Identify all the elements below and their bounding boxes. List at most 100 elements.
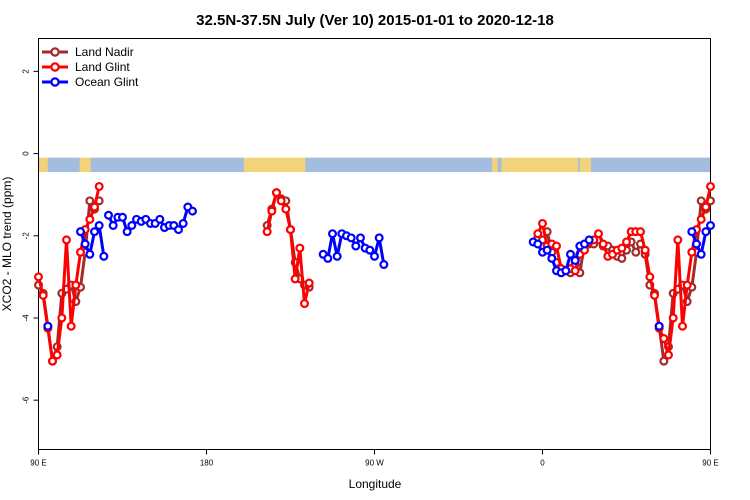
data-point-ocean-glint: [80, 239, 90, 249]
data-point-ocean-glint: [370, 251, 380, 261]
strip-ocean-segment: [90, 157, 244, 173]
data-point-ocean-glint: [351, 241, 361, 251]
data-point-land-glint: [570, 266, 580, 276]
data-point-ocean-glint: [542, 245, 552, 255]
data-point-land-glint: [276, 196, 286, 206]
data-point-ocean-glint: [332, 251, 342, 261]
y-tick-label: 2: [22, 69, 31, 74]
data-point-ocean-glint: [89, 227, 99, 237]
data-point-ocean-glint: [374, 233, 384, 243]
legend-item-land-glint: Land Glint: [42, 60, 130, 74]
legend-marker: [50, 62, 60, 72]
data-point-ocean-glint: [323, 253, 333, 263]
data-point-ocean-glint: [103, 210, 113, 220]
data-point-land-glint: [304, 278, 314, 288]
data-point-land-glint: [663, 350, 673, 360]
data-point-ocean-glint: [701, 227, 711, 237]
data-point-ocean-glint: [561, 266, 571, 276]
data-point-ocean-glint: [328, 229, 338, 239]
series-ocean-glint: [43, 202, 715, 331]
data-point-ocean-glint: [155, 214, 165, 224]
x-tick-label: 90 E: [702, 459, 718, 468]
x-tick-label: 90 E: [30, 459, 46, 468]
data-point-ocean-glint: [99, 251, 109, 261]
series-line-land-glint: [265, 191, 311, 306]
legend-label: Ocean Glint: [75, 75, 139, 89]
data-point-land-glint: [649, 290, 659, 300]
data-point-land-glint: [551, 241, 561, 251]
series-land-glint: [33, 181, 715, 366]
data-point-land-glint: [272, 188, 282, 198]
legend-label: Land Glint: [75, 60, 130, 74]
data-point-land-glint: [57, 313, 67, 323]
chart-title: 32.5N-37.5N July (Ver 10) 2015-01-01 to …: [196, 12, 554, 29]
data-point-ocean-glint: [691, 239, 701, 249]
series-layer: [33, 181, 715, 366]
y-tick-label: 0: [22, 151, 31, 156]
data-point-land-glint: [705, 181, 715, 191]
data-point-land-glint: [659, 334, 669, 344]
data-point-ocean-glint: [127, 221, 137, 231]
data-point-land-glint: [533, 229, 543, 239]
data-point-land-glint: [640, 245, 650, 255]
data-point-land-glint: [290, 274, 300, 284]
data-point-ocean-glint: [108, 221, 118, 231]
data-point-land-glint: [89, 202, 99, 212]
strip-ocean-segment: [497, 157, 502, 173]
data-point-land-glint: [281, 204, 291, 214]
data-point-ocean-glint: [117, 212, 127, 222]
data-point-land-glint: [668, 313, 678, 323]
data-point-ocean-glint: [705, 221, 715, 231]
axis-ticks: 90 E 180 90 W 0 90 E 2 0 -2 -4 -6: [22, 69, 719, 468]
strip-ocean-segment: [47, 157, 80, 173]
data-point-land-glint: [645, 272, 655, 282]
data-point-land-glint: [66, 321, 76, 331]
series-line-land-nadir: [537, 199, 712, 363]
data-point-ocean-glint: [365, 245, 375, 255]
data-point-ocean-glint: [570, 255, 580, 265]
data-point-ocean-glint: [85, 249, 95, 259]
data-point-ocean-glint: [696, 249, 706, 259]
x-tick-label: 180: [200, 459, 214, 468]
data-point-land-glint: [617, 243, 627, 253]
data-point-ocean-glint: [584, 235, 594, 245]
legend-marker: [50, 47, 60, 57]
data-point-ocean-glint: [547, 253, 557, 263]
data-point-land-glint: [593, 229, 603, 239]
data-point-ocean-glint: [94, 221, 104, 231]
strip-ocean-segment: [305, 157, 493, 173]
data-point-ocean-glint: [687, 227, 697, 237]
legend-item-ocean-glint: Ocean Glint: [42, 75, 139, 89]
data-point-land-glint: [673, 235, 683, 245]
data-point-land-glint: [635, 227, 645, 237]
data-point-land-glint: [295, 243, 305, 253]
data-point-land-glint: [47, 356, 57, 366]
data-point-land-glint: [71, 280, 81, 290]
data-point-land-glint: [701, 202, 711, 212]
data-point-ocean-glint: [654, 321, 664, 331]
legend-label: Land Nadir: [75, 45, 134, 59]
data-point-ocean-glint: [122, 227, 132, 237]
data-point-ocean-glint: [174, 225, 184, 235]
data-point-land-glint: [75, 247, 85, 257]
data-point-land-glint: [38, 290, 48, 300]
data-point-land-nadir: [617, 253, 627, 263]
y-axis-label: XCO2 - MLO trend (ppm): [0, 177, 14, 312]
data-point-ocean-glint: [356, 233, 366, 243]
x-tick-label: 0: [540, 459, 545, 468]
x-tick-label: 90 W: [365, 459, 384, 468]
data-point-ocean-glint: [43, 321, 53, 331]
data-point-land-glint: [537, 218, 547, 228]
data-point-ocean-glint: [178, 218, 188, 228]
data-point-land-glint: [267, 206, 277, 216]
legend-marker: [50, 77, 60, 87]
data-point-ocean-glint: [565, 249, 575, 259]
y-tick-label: -4: [22, 314, 31, 322]
data-point-land-glint: [621, 237, 631, 247]
data-point-land-glint: [61, 235, 71, 245]
data-point-land-glint: [94, 181, 104, 191]
y-tick-label: -6: [22, 396, 31, 404]
strip-ocean-segment: [577, 157, 580, 173]
